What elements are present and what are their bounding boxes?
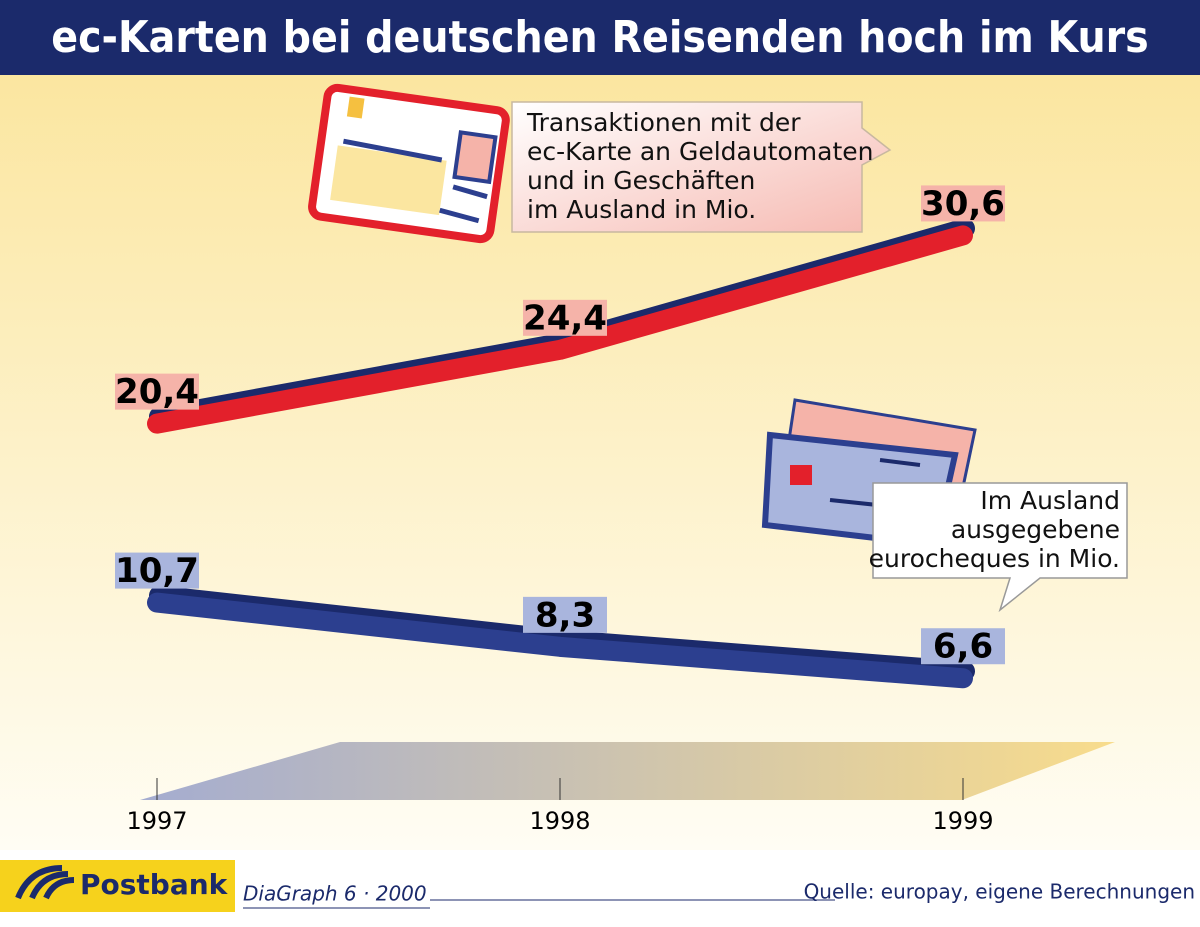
value-label: 30,6 <box>921 184 1005 224</box>
value-label: 6,6 <box>933 627 993 667</box>
title-bar <box>0 0 1200 75</box>
brand: Postbank <box>80 868 229 901</box>
value-label-bg <box>523 299 607 336</box>
series-line <box>147 592 973 689</box>
source: Quelle: europay, eigene Berechnungen <box>804 880 1195 904</box>
annotation-line: ausgegebene <box>951 515 1120 544</box>
brand-logo <box>15 865 75 900</box>
annotation-line: und in Geschäften <box>527 166 755 195</box>
x-tick-label: 1999 <box>932 807 993 835</box>
chart-title: ec-Karten bei deutschen Reisenden hoch i… <box>51 12 1149 63</box>
value-label: 10,7 <box>115 551 199 591</box>
callout-box <box>511 101 892 233</box>
x-tick-label: 1998 <box>529 807 590 835</box>
value-label-bg <box>115 552 199 589</box>
floor <box>140 742 1115 800</box>
annotation-line: Transaktionen mit der <box>526 108 801 137</box>
value-label-bg <box>523 596 607 633</box>
annotation-line: eurocheques in Mio. <box>869 544 1120 573</box>
value-label: 8,3 <box>535 595 595 635</box>
card-illustration <box>308 83 510 244</box>
callout-box <box>872 482 1128 613</box>
annotation-line: im Ausland in Mio. <box>527 195 756 224</box>
annotation-line: Im Ausland <box>980 486 1120 515</box>
credit: DiaGraph 6 · 2000 <box>243 882 427 906</box>
value-label-bg <box>921 628 1005 665</box>
x-tick-label: 1997 <box>126 807 187 835</box>
annotation-line: ec-Karte an Geldautomaten <box>527 137 873 166</box>
series-line <box>147 225 973 434</box>
value-label-bg <box>115 373 199 410</box>
value-label-bg <box>921 185 1005 222</box>
value-label: 20,4 <box>115 372 199 412</box>
value-label: 24,4 <box>523 298 607 338</box>
